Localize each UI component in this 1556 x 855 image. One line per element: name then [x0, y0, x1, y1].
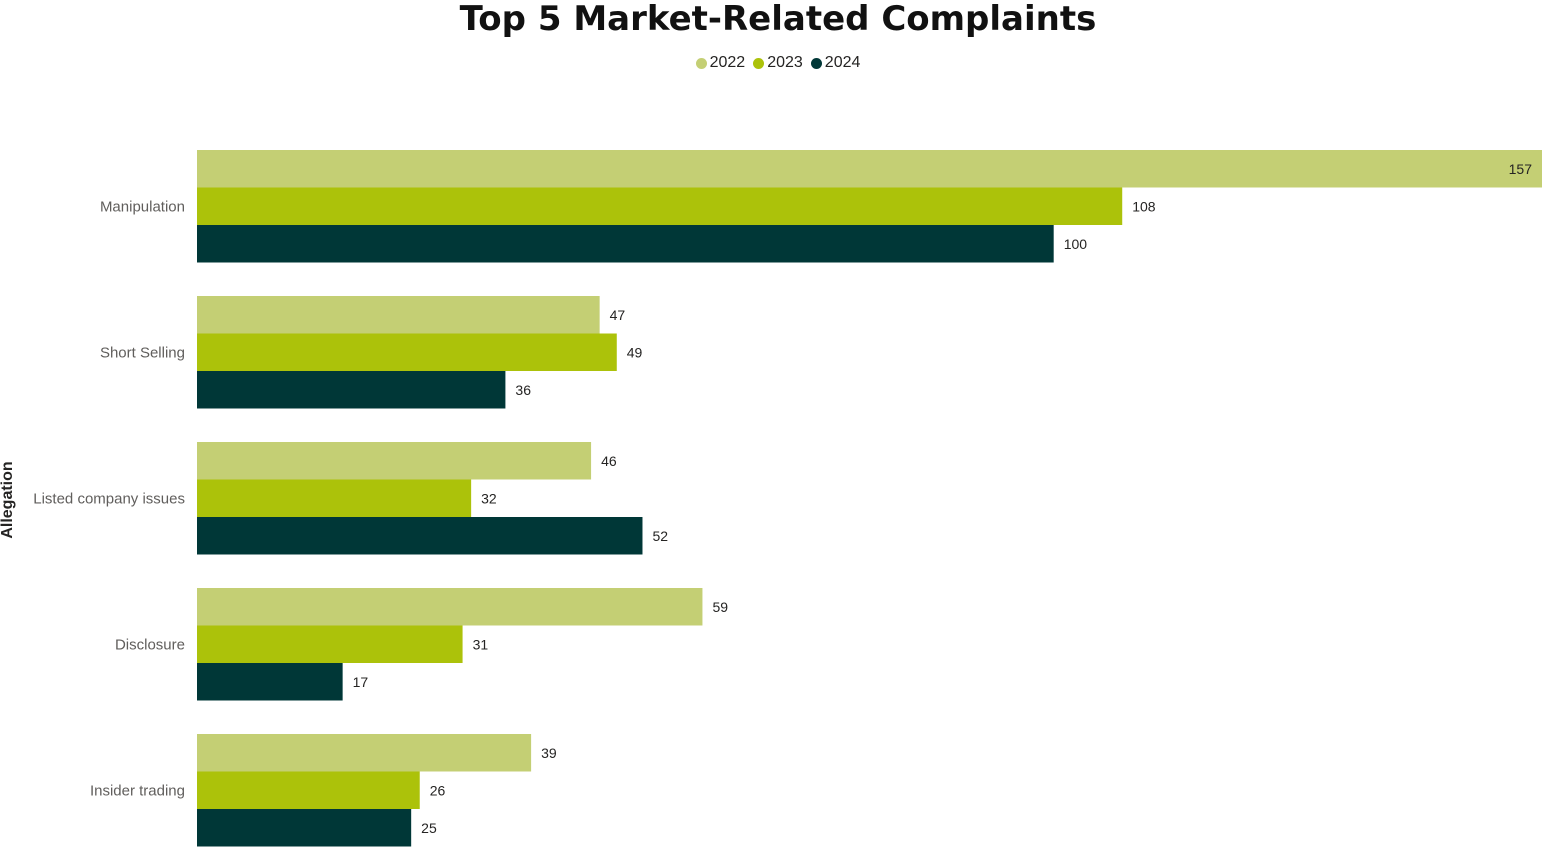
legend-label-2024: 2024: [824, 54, 861, 71]
legend-item-2023[interactable]: 2023: [753, 53, 803, 73]
bar-short-selling-2023[interactable]: [197, 333, 617, 372]
data-label-listed-company-issues-2023: 32: [481, 490, 497, 506]
legend-swatch-2024: [810, 57, 822, 69]
category-label-insider-trading: Insider trading: [90, 782, 185, 799]
bar-manipulation-2024[interactable]: [197, 225, 1054, 263]
bar-manipulation-2022[interactable]: [197, 150, 1542, 188]
data-label-manipulation-2024: 100: [1064, 236, 1088, 252]
data-label-disclosure-2022: 59: [712, 599, 728, 615]
data-label-insider-trading-2022: 39: [541, 745, 557, 761]
bar-disclosure-2023[interactable]: [197, 625, 463, 664]
bar-disclosure-2022[interactable]: [197, 588, 703, 626]
data-label-manipulation-2023: 108: [1132, 198, 1156, 214]
data-label-insider-trading-2023: 26: [430, 782, 446, 798]
legend-swatch-2022: [695, 57, 707, 69]
data-label-short-selling-2024: 36: [515, 382, 531, 398]
category-label-short-selling: Short Selling: [100, 344, 185, 361]
data-label-manipulation-2022: 157: [1509, 161, 1533, 177]
bar-manipulation-2023[interactable]: [197, 187, 1123, 226]
data-label-disclosure-2023: 31: [473, 636, 489, 652]
bar-short-selling-2022[interactable]: [197, 296, 600, 334]
bar-listed-company-issues-2023[interactable]: [197, 479, 472, 518]
data-label-short-selling-2023: 49: [627, 344, 643, 360]
data-label-listed-company-issues-2022: 46: [601, 453, 617, 469]
chart-title: Top 5 Market-Related Complaints: [459, 0, 1097, 39]
category-label-listed-company-issues: Listed company issues: [33, 490, 185, 507]
data-label-disclosure-2024: 17: [353, 674, 369, 690]
data-label-short-selling-2022: 47: [610, 307, 626, 323]
category-label-disclosure: Disclosure: [115, 636, 185, 653]
category-label-manipulation: Manipulation: [100, 198, 185, 215]
legend-item-2022[interactable]: 2022: [695, 53, 746, 73]
bar-insider-trading-2023[interactable]: [197, 771, 420, 810]
legend-item-2024[interactable]: 2024: [810, 53, 861, 73]
bar-listed-company-issues-2022[interactable]: [197, 442, 592, 480]
bar-short-selling-2024[interactable]: [197, 371, 506, 409]
data-label-listed-company-issues-2024: 52: [652, 528, 668, 544]
legend: 2022 2023 2024: [0, 53, 1556, 73]
legend-label-2023: 2023: [767, 54, 803, 71]
bar-listed-company-issues-2024[interactable]: [197, 517, 643, 555]
legend-swatch-2023: [753, 57, 765, 69]
data-label-insider-trading-2024: 25: [421, 820, 437, 836]
bar-insider-trading-2024[interactable]: [197, 809, 412, 847]
bar-insider-trading-2022[interactable]: [197, 734, 532, 772]
bar-disclosure-2024[interactable]: [197, 663, 343, 701]
legend-label-2022: 2022: [709, 54, 746, 71]
